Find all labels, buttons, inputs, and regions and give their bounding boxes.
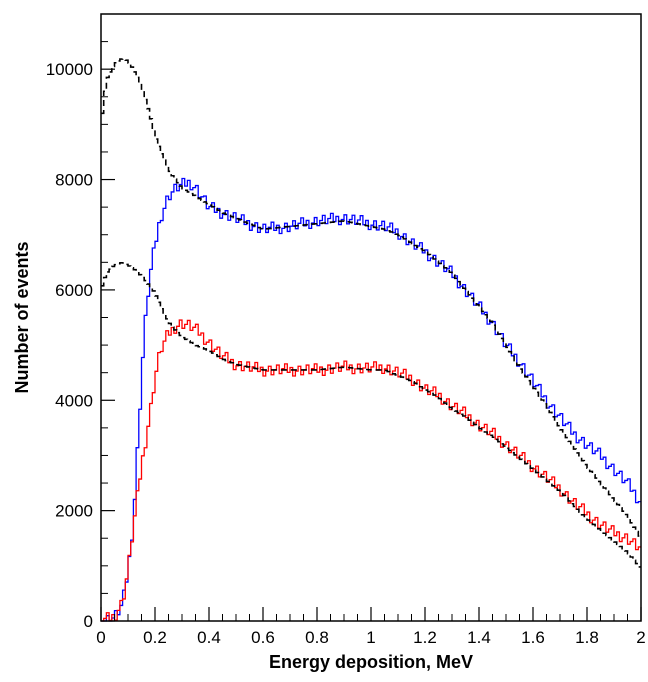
series-line-4: [101, 261, 641, 568]
series-line-1: [101, 177, 641, 622]
x-axis-title: Energy deposition, MeV: [269, 652, 473, 672]
series-line-2: [101, 319, 641, 622]
y-tick-label: 2000: [55, 502, 93, 521]
plot-series-group: [101, 58, 641, 622]
x-tick-label: 1.8: [575, 628, 599, 647]
x-tick-label: 0.6: [251, 628, 275, 647]
y-tick-label: 10000: [46, 60, 93, 79]
x-tick-label: 1: [366, 628, 375, 647]
x-tick-label: 1.2: [413, 628, 437, 647]
x-tick-label: 1.4: [467, 628, 491, 647]
y-axis-title: Number of events: [12, 241, 32, 393]
axis-ticks-group: 0 0.2 0.4 0.6 0.8 1 1.2 1.4 1.6 1.8 2 0 2000 4000 6000…: [46, 13, 646, 647]
x-tick-label: 0: [96, 628, 105, 647]
x-tick-label: 0.8: [305, 628, 329, 647]
series-line-3: [101, 58, 641, 537]
y-tick-label: 4000: [55, 391, 93, 410]
y-tick-label: 0: [84, 612, 93, 631]
x-tick-label: 1.6: [521, 628, 545, 647]
x-tick-label: 0.2: [143, 628, 167, 647]
x-tick-label: 2: [636, 628, 645, 647]
plot-frame: [100, 13, 642, 622]
x-tick-label: 0.4: [197, 628, 221, 647]
y-tick-label: 6000: [55, 281, 93, 300]
y-tick-label: 8000: [55, 171, 93, 190]
